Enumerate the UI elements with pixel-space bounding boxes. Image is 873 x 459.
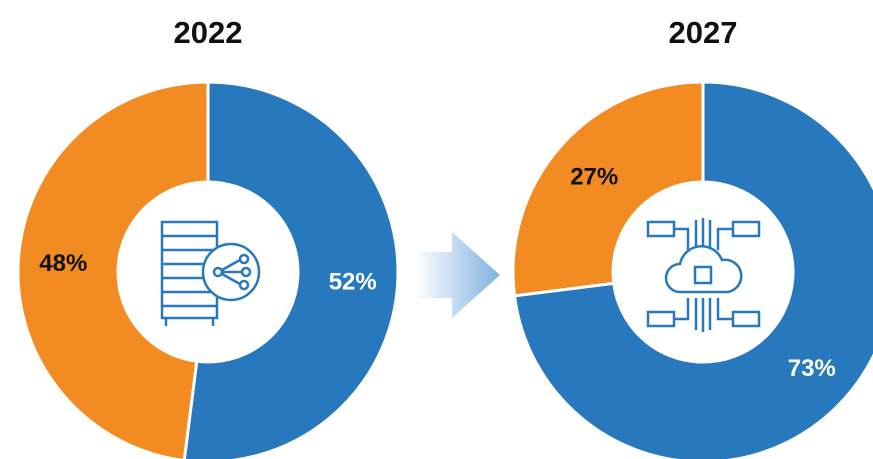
server-icon <box>160 220 261 326</box>
data-label: 27% <box>570 163 618 190</box>
cloud-chip-icon <box>646 218 761 332</box>
donut-slice <box>16 80 210 459</box>
charts: 2022 52% 48% 2027 73% 27% <box>16 15 873 459</box>
data-label: 52% <box>329 268 377 295</box>
donut-slice <box>512 80 873 459</box>
donut-slice <box>511 80 705 298</box>
chart-title: 2022 <box>174 15 243 50</box>
data-label: 73% <box>788 355 836 382</box>
chart-title: 2027 <box>669 15 738 50</box>
donut-slice <box>182 80 400 459</box>
arrow <box>415 232 500 318</box>
data-label: 48% <box>39 250 87 277</box>
